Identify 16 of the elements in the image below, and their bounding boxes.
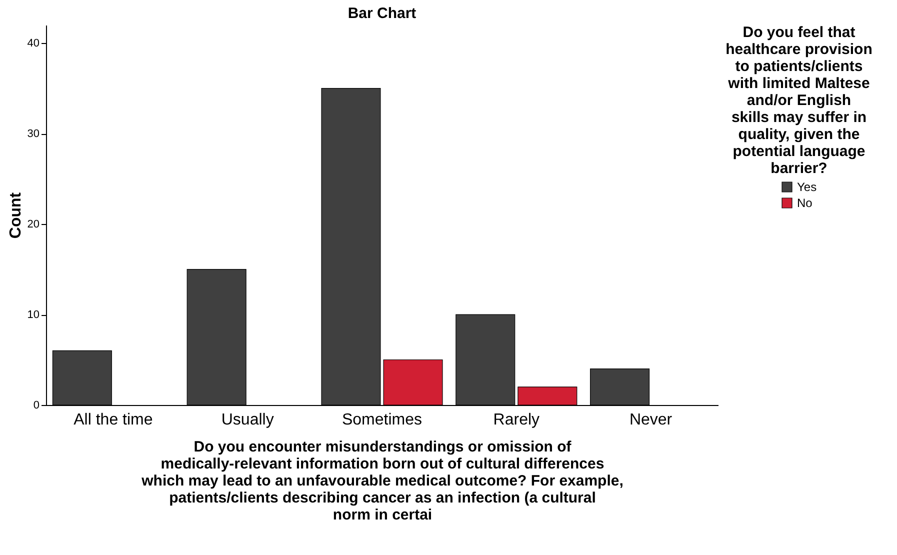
- x-tick-label: All the time: [74, 412, 153, 428]
- y-tick-label: 0: [33, 400, 40, 412]
- y-tick-label: 20: [27, 218, 40, 231]
- y-tick-label: 40: [27, 38, 40, 50]
- y-tick-label: 10: [27, 309, 40, 322]
- legend-label: No: [797, 196, 813, 210]
- y-tick-label: 30: [27, 128, 40, 140]
- chart-title: Bar Chart: [348, 5, 416, 22]
- y-axis-title: Count: [7, 192, 24, 239]
- x-tick-label: Never: [629, 412, 673, 428]
- legend-label: Yes: [797, 180, 817, 194]
- x-tick-label: Rarely: [493, 412, 540, 428]
- x-tick-label: Usually: [221, 412, 274, 428]
- text: Do you feel that healthcare provision to patients/clients with limited Maltese and/or English skills may suffer in quality, given the potential language barrier?: [726, 24, 872, 177]
- x-axis-title: Do you encounter misunderstandings or omission of medically-relevant information born out of cultural differences which may lead to an unfavourable medical outcome? For example, patients/clients describing cancer as an infection (a cultural norm in certai: [140, 438, 624, 524]
- x-tick-label: Sometimes: [342, 412, 422, 428]
